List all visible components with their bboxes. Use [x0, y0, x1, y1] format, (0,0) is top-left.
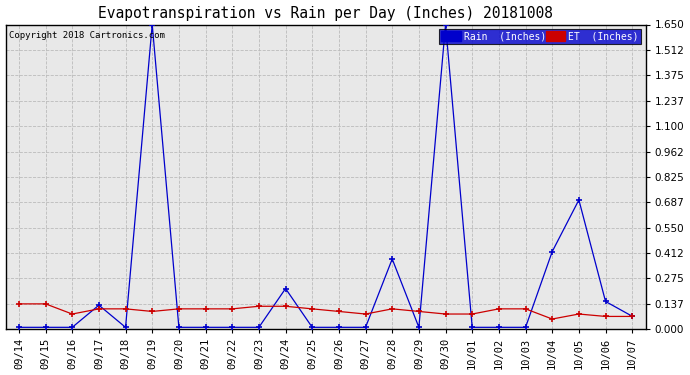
Legend: Rain  (Inches), ET  (Inches): Rain (Inches), ET (Inches): [440, 29, 641, 44]
Title: Evapotranspiration vs Rain per Day (Inches) 20181008: Evapotranspiration vs Rain per Day (Inch…: [98, 6, 553, 21]
Text: Copyright 2018 Cartronics.com: Copyright 2018 Cartronics.com: [9, 31, 165, 40]
